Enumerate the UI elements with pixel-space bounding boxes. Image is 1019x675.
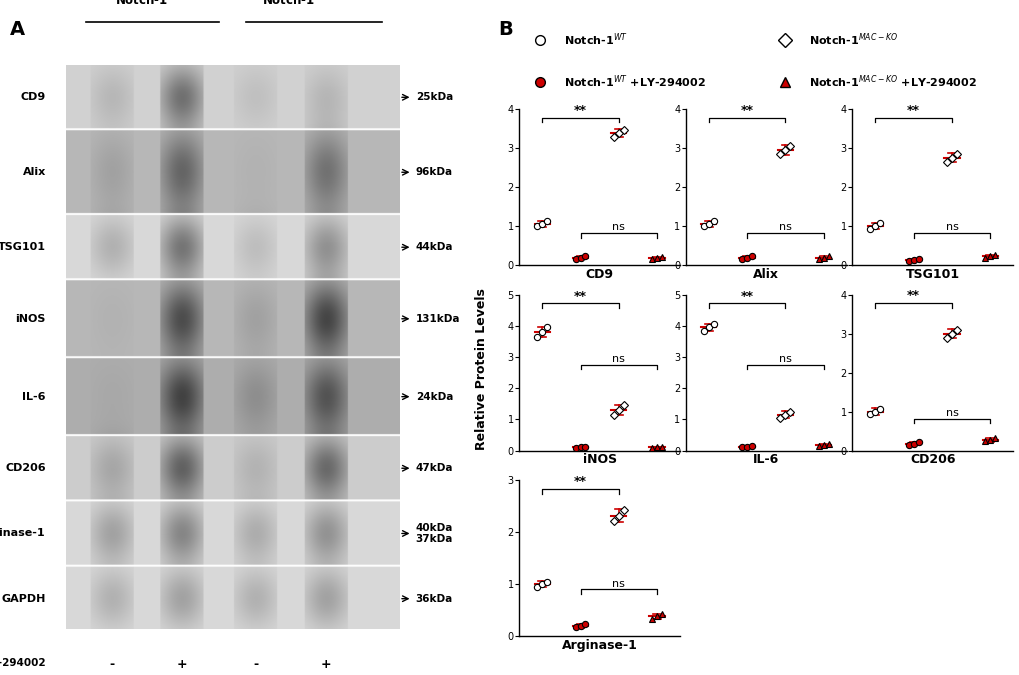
- Text: Relative Protein Levels: Relative Protein Levels: [474, 288, 487, 450]
- X-axis label: CD206: CD206: [909, 454, 955, 466]
- Text: **: **: [906, 104, 919, 117]
- Text: ns: ns: [611, 354, 625, 364]
- X-axis label: TSG101: TSG101: [905, 268, 959, 281]
- X-axis label: IL-6: IL-6: [752, 454, 779, 466]
- Text: ns: ns: [611, 222, 625, 232]
- Text: **: **: [574, 475, 587, 488]
- Text: **: **: [574, 104, 587, 117]
- Text: Notch-1$^{WT}$: Notch-1$^{WT}$: [564, 32, 628, 48]
- Text: A: A: [10, 20, 25, 39]
- X-axis label: Alix: Alix: [752, 268, 779, 281]
- Text: B: B: [497, 20, 513, 39]
- Text: ns: ns: [945, 222, 958, 232]
- Text: ns: ns: [945, 408, 958, 418]
- Text: ns: ns: [779, 354, 791, 364]
- Text: Notch-1$^{WT}$ +LY-294002: Notch-1$^{WT}$ +LY-294002: [564, 74, 706, 90]
- Text: Notch-1$^{MAC-KO}$ +LY-294002: Notch-1$^{MAC-KO}$ +LY-294002: [808, 74, 976, 90]
- Text: **: **: [574, 290, 587, 302]
- Text: ns: ns: [611, 578, 625, 589]
- Text: **: **: [740, 104, 753, 117]
- X-axis label: Arginase-1: Arginase-1: [561, 639, 637, 652]
- Text: **: **: [740, 290, 753, 302]
- X-axis label: CD9: CD9: [585, 268, 613, 281]
- Text: **: **: [906, 290, 919, 302]
- X-axis label: iNOS: iNOS: [582, 454, 616, 466]
- Text: Notch-1$^{MAC-KO}$: Notch-1$^{MAC-KO}$: [808, 32, 898, 48]
- Text: ns: ns: [779, 222, 791, 232]
